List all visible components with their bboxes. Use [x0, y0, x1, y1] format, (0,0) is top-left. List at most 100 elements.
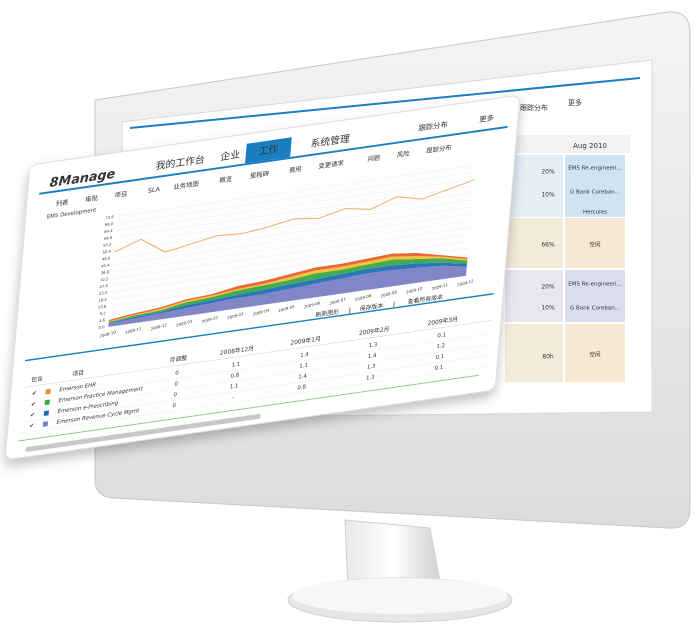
row-color	[45, 388, 51, 395]
check-icon: ✔	[32, 391, 37, 398]
row-line	[18, 365, 488, 434]
back-cell-label: Hercules	[583, 210, 607, 216]
back-percent: 20%	[541, 169, 555, 176]
check-icon: ✔	[29, 423, 34, 430]
nav-tab[interactable]: 工作	[258, 143, 279, 158]
x-tick-label: 2008-10	[99, 329, 116, 339]
table-header-line	[22, 320, 492, 388]
x-tick-label: 2009-09	[380, 289, 397, 299]
y-tick-label: 59.8	[104, 236, 113, 241]
x-tick-label: 2009-02	[202, 315, 219, 325]
back-cell	[565, 218, 625, 268]
sub-nav[interactable]: 业务地图	[173, 179, 199, 192]
table-cell: 0.8	[297, 384, 307, 391]
check-icon: ✔	[31, 402, 36, 409]
y-tick-label: 69.0	[105, 222, 114, 227]
back-header	[505, 135, 630, 153]
back-cell	[565, 270, 625, 322]
sub-nav[interactable]: 里程碑	[249, 169, 269, 181]
table-cell: 0.1	[434, 365, 443, 372]
back-cell	[505, 155, 563, 217]
y-tick-label: 18.4	[98, 298, 107, 303]
sub-nav[interactable]: 审批	[85, 193, 99, 204]
x-tick-label: 2009-10	[406, 285, 423, 295]
y-tick-label: 50.6	[102, 249, 111, 254]
chart-link[interactable]: 刷新图形	[315, 308, 339, 319]
sub-nav[interactable]: 跟踪分布	[426, 142, 453, 155]
sub-nav[interactable]: 问题	[367, 154, 381, 164]
back-percent: 20%	[541, 284, 555, 291]
y-tick-label: 73.6	[105, 215, 114, 220]
nav-tab[interactable]: 更多	[479, 112, 495, 124]
x-tick-label: 2009-04	[253, 307, 270, 317]
table-cell: 0.1	[437, 332, 446, 339]
back-cell	[565, 155, 625, 217]
sub-nav[interactable]: 风险	[396, 148, 410, 159]
sub-nav[interactable]: 变更请求	[318, 158, 345, 171]
grid-line	[111, 240, 469, 293]
line-series	[114, 179, 475, 253]
grid-line	[113, 213, 472, 265]
back-cell-label: G Bank Coreban...	[570, 190, 620, 196]
table-header: 项目	[72, 369, 84, 378]
x-tick-label: 2009-06	[304, 300, 321, 310]
y-tick-label: 27.6	[99, 284, 108, 289]
sub-nav[interactable]: SLA	[148, 185, 161, 195]
back-cell-label: 空闲	[589, 351, 601, 359]
grid-line	[112, 227, 471, 279]
y-tick-label: 64.4	[104, 229, 113, 234]
sub-nav[interactable]: 项目	[114, 190, 127, 200]
back-cell-label: G Bank Coreban...	[570, 306, 620, 312]
row-line	[19, 355, 489, 423]
table-cell: 0	[174, 381, 178, 388]
table-cell: 1.4	[300, 352, 310, 359]
back-cell-label: 空闲	[589, 241, 601, 249]
back-cell-label: EMS Re-engineeri...	[568, 166, 622, 172]
table-cell: 1.3	[367, 364, 377, 371]
back-cell	[505, 218, 563, 268]
grid-line	[117, 172, 475, 224]
row-line	[20, 344, 490, 412]
row-color	[44, 399, 50, 406]
y-tick-label: 41.4	[101, 263, 110, 268]
divider	[18, 374, 479, 442]
table-cell: 0.1	[435, 354, 444, 361]
back-cell-label: EMS Re-engineeri...	[568, 282, 622, 288]
back-tab: 更多	[568, 98, 582, 107]
x-tick-label: 2009-03	[227, 311, 244, 321]
table-cell: 0.8	[230, 372, 240, 379]
sub-nav[interactable]: 概览	[219, 174, 232, 185]
y-tick-label: 36.8	[101, 270, 110, 275]
chart-link[interactable]: 保存版本	[359, 301, 383, 312]
table-cell: 1.4	[368, 353, 378, 360]
x-tick-label: 2009-05	[278, 304, 295, 314]
y-tick-label: 4.6	[99, 318, 106, 323]
grid-line	[114, 199, 473, 252]
sub-nav[interactable]: 列表	[55, 197, 69, 208]
tab-line	[39, 125, 508, 195]
back-month: Aug 2010	[573, 142, 607, 150]
table-header: 包含	[31, 374, 43, 384]
table-cell: 1.1	[229, 383, 238, 390]
x-tick-label: 2009-11	[431, 282, 448, 292]
grid-line	[117, 165, 476, 217]
y-tick-label: 9.2	[99, 311, 106, 316]
nav-tab[interactable]: 跟踪分布	[418, 119, 448, 133]
active-tab-bg	[245, 137, 292, 164]
grid-line	[116, 178, 475, 231]
back-tab: 跟踪分布	[520, 103, 548, 112]
back-app: 跟踪分布 更多 Aug 2010 20% 10% 66% 20% 10% 80h EMS R…	[129, 77, 641, 382]
scrollbar[interactable]	[25, 413, 261, 453]
nav-tab[interactable]: 企业	[220, 147, 241, 163]
y-tick-label: 0.0	[98, 325, 105, 330]
back-percent: 80h	[542, 354, 554, 361]
table-cell: 1.2	[436, 343, 445, 350]
divider	[25, 293, 494, 362]
x-tick-label: 2009-08	[355, 293, 372, 303]
sub-nav[interactable]: 费用	[289, 164, 302, 175]
back-cell	[505, 270, 563, 322]
table-header: 月调整	[169, 354, 187, 364]
